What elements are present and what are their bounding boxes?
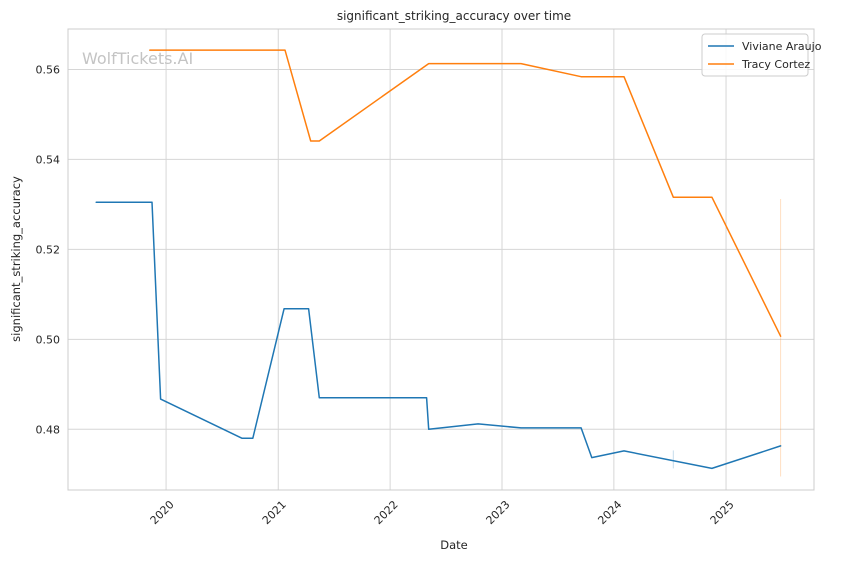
y-axis-label: significant_striking_accuracy xyxy=(9,176,23,342)
series-lines xyxy=(95,49,782,470)
legend-label-tracy-cortez: Tracy Cortez xyxy=(741,58,810,71)
series-line-tracy-cortez xyxy=(149,49,782,337)
series-line-viviane-araujo xyxy=(95,201,782,470)
legend-label-viviane-araujo: Viviane Araujo xyxy=(742,40,822,53)
x-axis-label: Date xyxy=(440,538,468,552)
y-tick-label: 0.48 xyxy=(36,423,61,436)
faint-range-marks xyxy=(672,199,782,477)
watermark: WolfTickets.AI xyxy=(82,49,193,68)
y-tick-label: 0.52 xyxy=(36,243,61,256)
gridlines xyxy=(68,29,814,490)
y-tick-label: 0.56 xyxy=(36,63,61,76)
legend: Viviane Araujo Tracy Cortez xyxy=(701,33,822,77)
y-tick-label: 0.50 xyxy=(36,333,61,346)
plot-area xyxy=(67,28,815,491)
chart-title: significant_striking_accuracy over time xyxy=(337,9,571,23)
legend-box xyxy=(701,33,809,77)
y-tick-label: 0.54 xyxy=(36,153,61,166)
